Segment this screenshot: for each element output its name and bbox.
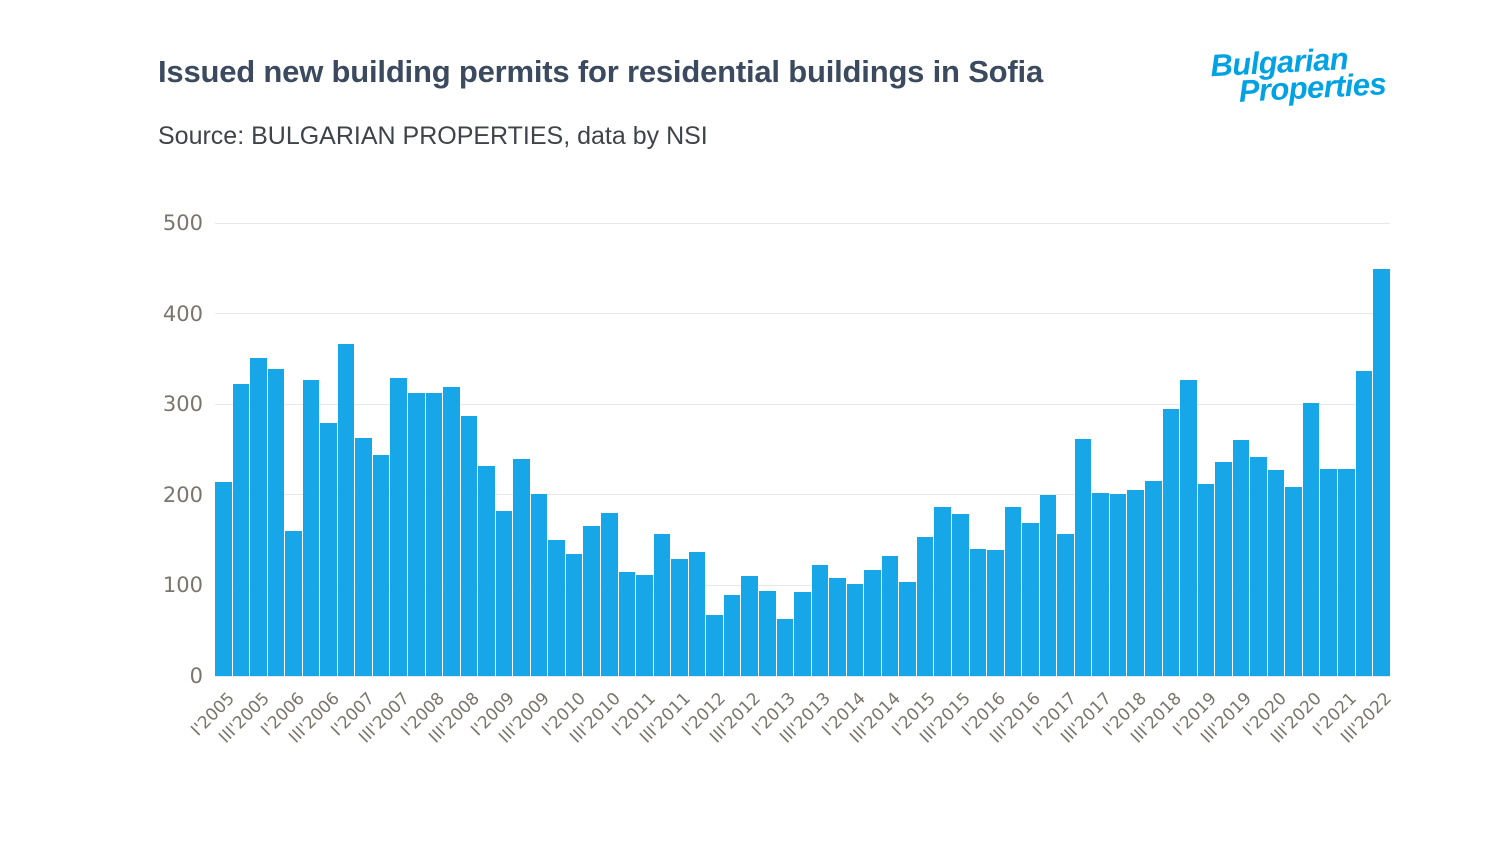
gridline	[215, 494, 1390, 496]
bar	[951, 513, 969, 676]
gridline	[215, 403, 1390, 405]
bar	[794, 591, 811, 676]
bar	[758, 590, 776, 676]
bar	[1022, 522, 1039, 676]
bar	[916, 537, 934, 676]
bar	[671, 559, 688, 676]
bar	[601, 512, 618, 676]
bar	[1092, 493, 1109, 676]
bar	[741, 576, 758, 676]
y-tick-label: 0	[189, 664, 203, 688]
bar	[1215, 462, 1232, 676]
bar	[1057, 533, 1074, 676]
bar	[846, 583, 864, 676]
bar	[618, 571, 636, 676]
y-tick-label: 300	[162, 392, 203, 417]
source-caption: Source: BULGARIAN PROPERTIES, data by NS…	[158, 122, 708, 150]
bar	[302, 379, 320, 676]
bar	[653, 533, 671, 676]
bar	[425, 393, 443, 676]
bar	[811, 565, 829, 676]
bar	[1285, 486, 1302, 676]
plot-area	[215, 222, 1390, 677]
y-tick-label: 400	[162, 301, 203, 326]
bar	[337, 343, 355, 676]
gridline	[215, 675, 1390, 677]
bar	[1109, 493, 1127, 676]
bar	[355, 437, 372, 676]
bar	[565, 553, 583, 676]
bar	[1197, 483, 1215, 676]
bar	[408, 393, 425, 676]
bar	[1320, 468, 1337, 676]
bar	[1302, 403, 1320, 676]
bar	[706, 615, 723, 676]
bar	[1127, 490, 1144, 676]
bar-series	[215, 223, 1390, 676]
bar	[1232, 439, 1250, 676]
bar	[1338, 469, 1355, 676]
bar	[215, 482, 232, 676]
bar	[1004, 507, 1022, 676]
bulgarian-properties-logo: Bulgarian Properties	[1210, 40, 1452, 109]
y-tick-label: 200	[162, 482, 203, 507]
bar	[1039, 494, 1057, 676]
bar	[443, 387, 460, 676]
bar	[723, 595, 741, 676]
x-axis: I'2005 III'2005 I'2006 III'2006 I'2007 III'20…	[187, 676, 1396, 806]
y-tick-label: 100	[162, 573, 203, 598]
gridline	[215, 222, 1390, 224]
bar	[864, 570, 881, 676]
bar	[881, 555, 899, 676]
bar	[320, 423, 337, 676]
bar	[1267, 470, 1285, 676]
bar	[987, 550, 1004, 676]
bar	[285, 531, 302, 676]
chart-title: Issued new building permits for resident…	[158, 54, 1043, 89]
bar	[1162, 408, 1180, 676]
bar	[1074, 438, 1092, 676]
bar	[1373, 269, 1390, 676]
bar	[495, 511, 513, 676]
bar	[1250, 456, 1267, 676]
bar	[390, 377, 408, 676]
bar	[934, 507, 951, 676]
bar	[969, 549, 987, 676]
bar	[688, 551, 706, 676]
bar	[267, 368, 285, 676]
bar	[460, 415, 478, 676]
bar	[530, 493, 548, 676]
bar	[776, 618, 794, 676]
bar	[899, 581, 916, 676]
bar	[1180, 379, 1197, 676]
bar	[232, 384, 250, 676]
bar	[548, 540, 565, 676]
gridline	[215, 313, 1390, 315]
bar	[250, 358, 267, 676]
bar	[829, 578, 846, 676]
bar	[1144, 481, 1162, 676]
bar	[513, 458, 530, 676]
bar	[636, 574, 653, 676]
logo-line2: Properties	[1237, 66, 1387, 109]
bar	[1355, 370, 1373, 676]
bar	[583, 525, 601, 676]
gridline	[215, 584, 1390, 586]
bar	[478, 465, 495, 676]
y-tick-label: 500	[162, 211, 203, 235]
bar	[372, 454, 390, 676]
